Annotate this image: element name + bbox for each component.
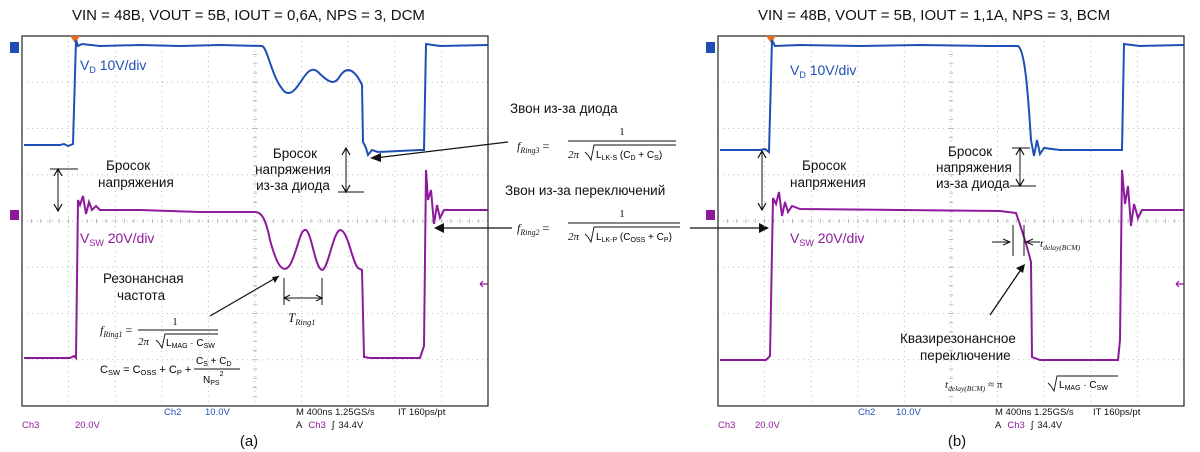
diode-ring-arrowhead	[370, 153, 381, 162]
svg-text:10.0V: 10.0V	[205, 407, 230, 418]
svg-text:fRing1 =: fRing1 =	[100, 323, 132, 339]
panel-b: VIN = 48В, VOUT = 5В, IOUT = 1,1А, NPS =…	[706, 7, 1185, 450]
f-ring3-formula: fRing3 = 1 2π LLK-S (CD + CS)	[517, 126, 676, 162]
svg-text:LLK-P (COSS + CP): LLK-P (COSS + CP)	[596, 232, 672, 244]
svg-text:20.0V: 20.0V	[75, 420, 100, 431]
caption-a: (a)	[240, 433, 258, 450]
resonant-arrow-a	[209, 275, 280, 317]
vd-channel-label-a: VD 10V/div	[80, 57, 146, 75]
panel-a: VIN = 48В, VOUT = 5В, IOUT = 0,6А, NPS =…	[10, 7, 489, 450]
quasi-arrow	[989, 267, 1023, 316]
diode-ring-title: Звон из-за диода	[510, 101, 618, 116]
vd-waveform-b	[720, 39, 1185, 157]
ch3-marker-icon-b	[706, 210, 715, 220]
resonant-arrowhead-a	[272, 276, 279, 283]
svg-text:tdelay(BCM)≈ π: tdelay(BCM) ≈ π	[945, 379, 1003, 393]
panel-b-frame	[717, 35, 1185, 407]
status-bar-b: Ch3 20.0V Ch2 10.0V M 400ns 1.25GS/s IT …	[718, 407, 1141, 431]
ch3-marker-icon	[10, 210, 19, 220]
trigger-marker-icon-b	[766, 36, 776, 43]
svg-text:IT 160ps/pt: IT 160ps/pt	[398, 407, 446, 418]
vsw-waveform-a	[24, 169, 488, 361]
diode-surge-label-b: Бросок напряжения из-за диода	[936, 144, 1012, 191]
switch-ring-title: Звон из-за переключений	[505, 183, 665, 198]
svg-text:Ch2: Ch2	[858, 407, 875, 418]
tdelay-arrows	[992, 238, 1040, 246]
tdelay-formula: tdelay(BCM) ≈ π LMAG · CSW	[945, 375, 1118, 393]
switch-ring-arrowhead-right	[759, 223, 769, 233]
t-ring-label-a: TRing1	[288, 310, 316, 327]
tdelay-label: tdelay(BCM)	[1040, 238, 1081, 252]
surge-label-a: Бросок напряжения	[98, 158, 174, 190]
svg-text:NPS2: NPS2	[203, 371, 224, 387]
f-ring2-formula: fRing2 = 1 2π LLK-P (COSS + CP)	[517, 208, 680, 244]
right-edge-arrow-b	[1175, 280, 1184, 288]
svg-text:CSW = COSS + CP +: CSW = COSS + CP +	[100, 364, 191, 377]
svg-text:2π: 2π	[138, 336, 150, 348]
diode-ring-arrow	[374, 141, 509, 159]
svg-text:M 400ns 1.25GS/s: M 400ns 1.25GS/s	[995, 407, 1074, 418]
svg-text:LMAG · CSW: LMAG · CSW	[166, 338, 215, 350]
panel-b-title: VIN = 48В, VOUT = 5В, IOUT = 1,1А, NPS =…	[758, 7, 1110, 24]
panel-a-title: VIN = 48В, VOUT = 5В, IOUT = 0,6А, NPS =…	[72, 7, 425, 24]
right-edge-arrow-a	[479, 280, 488, 288]
caption-b: (b)	[948, 433, 966, 450]
svg-text:10.0V: 10.0V	[896, 407, 921, 418]
svg-text:IT 160ps/pt: IT 160ps/pt	[1093, 407, 1141, 418]
trigger-marker-icon	[70, 36, 80, 43]
svg-text:M 400ns 1.25GS/s: M 400ns 1.25GS/s	[296, 407, 375, 418]
svg-text:Ch3: Ch3	[22, 420, 39, 431]
panel-a-frame	[21, 35, 489, 407]
svg-text:2π: 2π	[568, 231, 580, 243]
center-annotations: Звон из-за диода fRing3 = 1 2π LLK-S (CD…	[370, 101, 769, 244]
svg-text:LMAG · CSW: LMAG · CSW	[1059, 380, 1108, 392]
vd-channel-label-b: VD 10V/div	[790, 62, 856, 80]
f-ring1-formula: fRing1 = 1 2π LMAG · CSW	[100, 316, 218, 350]
svg-text:CS + CD: CS + CD	[196, 356, 232, 368]
diode-surge-label-a: Бросок напряжения из-за диода	[255, 146, 331, 193]
vsw-waveform-b	[720, 169, 1184, 361]
svg-text:Ch3: Ch3	[718, 420, 735, 431]
panel-a-grid	[21, 35, 489, 407]
svg-text:20.0V: 20.0V	[755, 420, 780, 431]
svg-text:fRing3 =: fRing3 =	[517, 139, 549, 155]
surge-arrowheads-b	[757, 149, 767, 212]
ch2-marker-icon-b	[706, 42, 715, 53]
svg-text:2π: 2π	[568, 149, 580, 161]
svg-text:LLK-S (CD + CS): LLK-S (CD + CS)	[596, 150, 662, 162]
csw-formula: CSW = COSS + CP + CS + CD NPS2	[100, 356, 240, 387]
vd-waveform-a	[24, 39, 489, 158]
switch-ring-arrowhead-left	[434, 223, 444, 233]
surge-label-b: Бросок напряжения	[790, 158, 866, 190]
resonant-label-a: Резонансная частота	[103, 271, 184, 303]
quasi-label: Квазирезонансное переключение	[900, 331, 1016, 363]
svg-text:1: 1	[619, 208, 625, 220]
status-bar-a: Ch3 20.0V Ch2 10.0V M 400ns 1.25GS/s IT …	[22, 407, 446, 431]
svg-text:1: 1	[619, 126, 625, 138]
svg-text:Ch2: Ch2	[164, 407, 181, 418]
vsw-channel-label-a: VSW 20V/div	[80, 230, 154, 248]
t-ring-arrowheads	[282, 294, 324, 302]
quasi-arrowhead	[1016, 264, 1025, 273]
svg-text:1: 1	[172, 316, 178, 328]
svg-text:fRing2 =: fRing2 =	[517, 221, 549, 237]
vsw-channel-label-b: VSW 20V/div	[790, 230, 864, 248]
ch2-marker-icon	[10, 42, 19, 53]
